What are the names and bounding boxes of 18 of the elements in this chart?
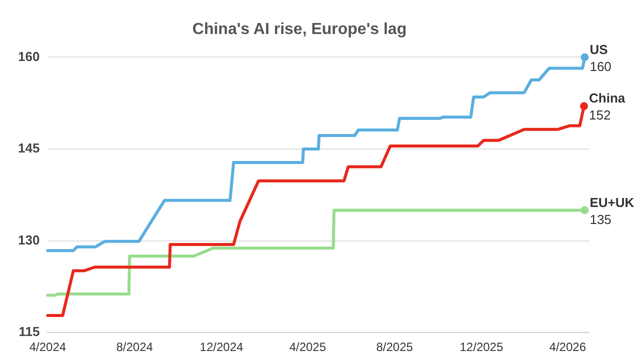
y-tick-label: 130 — [18, 232, 40, 248]
y-tick-label: 145 — [18, 140, 40, 156]
x-tick-label: 8/2025 — [376, 340, 414, 354]
x-tick-label: 4/2025 — [289, 340, 326, 354]
series-label: EU+UK — [590, 194, 635, 210]
x-tick-label: 4/2024 — [29, 340, 66, 354]
x-tick-label: 4/2026 — [549, 340, 586, 354]
data-label: 152 — [589, 108, 611, 123]
x-tick-label: 12/2024 — [200, 340, 244, 354]
x-tick-label: 8/2024 — [116, 340, 154, 354]
data-label: 160 — [590, 58, 612, 74]
x-tick-label: 12/2025 — [460, 340, 504, 354]
chart-title: China's AI rise, Europe's lag — [192, 21, 407, 38]
series-label: US — [590, 42, 608, 57]
y-tick-label: 115 — [18, 324, 40, 340]
series-label: China — [589, 90, 626, 106]
y-tick-label: 160 — [18, 48, 40, 64]
data-label: 135 — [590, 212, 612, 227]
